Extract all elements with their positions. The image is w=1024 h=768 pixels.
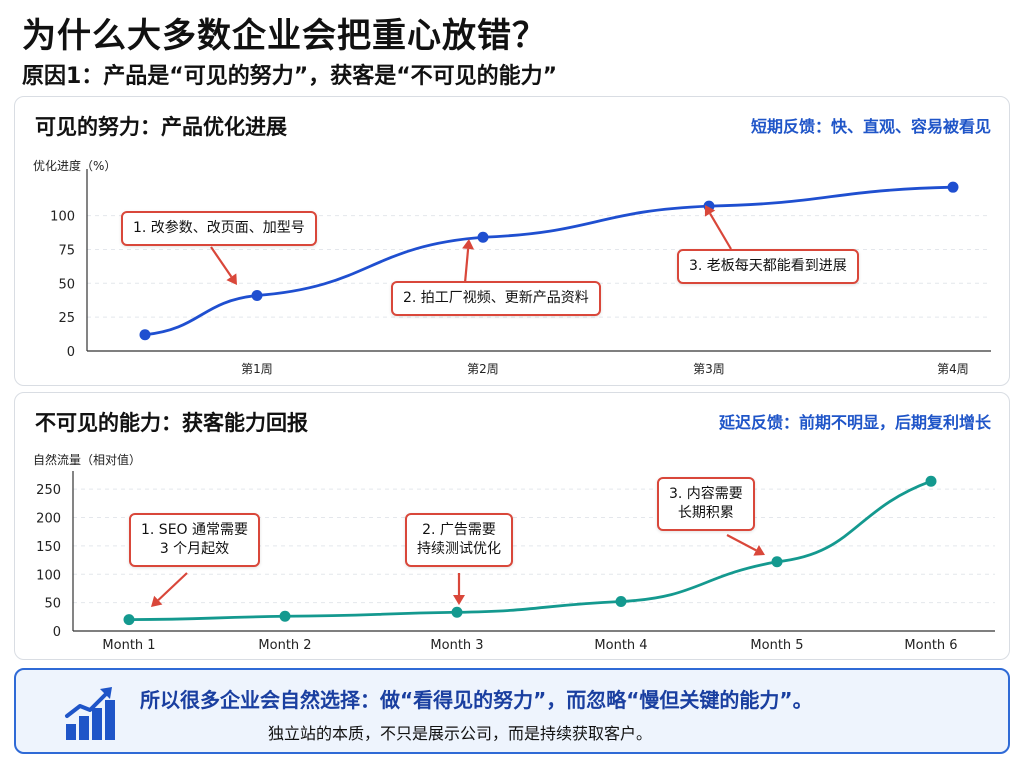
chart2-xtick-label: Month 5 — [750, 638, 803, 653]
chart2-ytick-label: 0 — [53, 625, 61, 640]
chart2-data-point — [615, 596, 627, 608]
chart2-data-point — [771, 556, 783, 568]
chart1-data-point — [947, 181, 959, 193]
panel-product-progress: 可见的努力：产品优化进展 短期反馈：快、直观、容易被看见 优化进度（%） 0 25… — [14, 96, 1010, 386]
chart2-xtick-label: Month 4 — [594, 638, 647, 653]
chart2-arrow-2-head — [453, 595, 465, 605]
chart2-ylabel: 自然流量（相对值） — [33, 453, 142, 467]
panel-acquisition-return: 不可见的能力：获客能力回报 延迟反馈：前期不明显，后期复利增长 自然流量（相对值… — [14, 392, 1010, 660]
chart1-data-point — [477, 231, 489, 243]
chart2-series-line — [128, 479, 932, 622]
chart2-callout-3: 3. 内容需要 长期积累 — [657, 477, 755, 531]
chart2-data-point — [925, 475, 937, 487]
chart1-arrow-1 — [210, 246, 233, 278]
chart2-arrow-3 — [726, 534, 757, 552]
conclusion-sub: 独立站的本质，不只是展示公司，而是持续获取客户。 — [268, 724, 653, 743]
conclusion-banner: 所以很多企业会自然选择：做“看得见的努力”，而忽略“慢但关键的能力”。 独立站的… — [14, 668, 1010, 754]
chart2-ytick-label: 150 — [36, 540, 61, 555]
chart1-xtick-label: 第4周 — [937, 362, 969, 376]
chart1-data-point — [139, 329, 151, 341]
chart1-callout-3: 3. 老板每天都能看到进展 — [677, 249, 859, 284]
chart2-ytick-label: 100 — [36, 568, 61, 583]
chart1-arrow-3 — [709, 213, 732, 250]
chart1-arrow-3-head — [704, 205, 716, 217]
chart1-arrow-2 — [463, 248, 470, 284]
chart2-xtick-label: Month 1 — [102, 638, 155, 653]
chart2-callout-2: 2. 广告需要 持续测试优化 — [405, 513, 513, 567]
chart1-data-point — [251, 289, 263, 301]
chart1-ytick-label: 100 — [50, 210, 75, 225]
chart2-data-point — [451, 606, 463, 618]
chart2-ytick-label: 50 — [44, 597, 61, 612]
chart2-arrow-1-head — [151, 595, 163, 607]
chart1-note: 短期反馈：快、直观、容易被看见 — [750, 117, 991, 136]
chart2-callout-1: 1. SEO 通常需要 3 个月起效 — [129, 513, 261, 567]
chart2-ytick-label: 200 — [36, 512, 61, 527]
chart2-xtick-label: Month 2 — [258, 638, 311, 653]
chart1-xtick-label: 第3周 — [693, 362, 725, 376]
chart1-arrow-2-head — [462, 239, 475, 250]
chart2-xtick-label: Month 6 — [904, 638, 957, 653]
chart2-arrow-3-head — [753, 545, 765, 556]
chart1-ytick-label: 50 — [58, 277, 75, 292]
chart1-ylabel: 优化进度（%） — [33, 159, 117, 173]
chart2-data-point — [123, 614, 135, 626]
chart1-xtick-label: 第1周 — [241, 362, 273, 376]
chart1-arrow-1-head — [226, 273, 237, 285]
chart1-callout-1: 1. 改参数、改页面、加型号 — [121, 211, 317, 246]
chart1-ytick-label: 75 — [58, 243, 75, 258]
conclusion-main: 所以很多企业会自然选择：做“看得见的努力”，而忽略“慢但关键的能力”。 — [140, 688, 813, 712]
chart1-series-line — [144, 185, 954, 337]
chart2-data-point — [279, 610, 291, 622]
chart2-ytick-label: 250 — [36, 483, 61, 498]
chart2-xtick-label: Month 3 — [430, 638, 483, 653]
chart2-arrow-1 — [157, 572, 188, 601]
page-title: 为什么大多数企业会把重心放错？ — [22, 16, 547, 56]
chart1-title: 可见的努力：产品优化进展 — [35, 115, 287, 139]
growth-chart-icon — [65, 687, 115, 740]
chart1-callout-2: 2. 拍工厂视频、更新产品资料 — [391, 281, 601, 316]
chart1-xtick-label: 第2周 — [467, 362, 499, 376]
page-subtitle: 原因1：产品是“可见的努力”，获客是“不可见的能力” — [22, 64, 558, 89]
chart1-ytick-label: 25 — [58, 311, 75, 326]
chart1-ytick-label: 0 — [67, 345, 75, 360]
chart2-note: 延迟反馈：前期不明显，后期复利增长 — [718, 413, 991, 432]
chart2-title: 不可见的能力：获客能力回报 — [35, 411, 308, 435]
chart2-svg: 0 50 100 150 200 250 Month 1 Month 2 Month 3 Mont… — [36, 471, 995, 653]
